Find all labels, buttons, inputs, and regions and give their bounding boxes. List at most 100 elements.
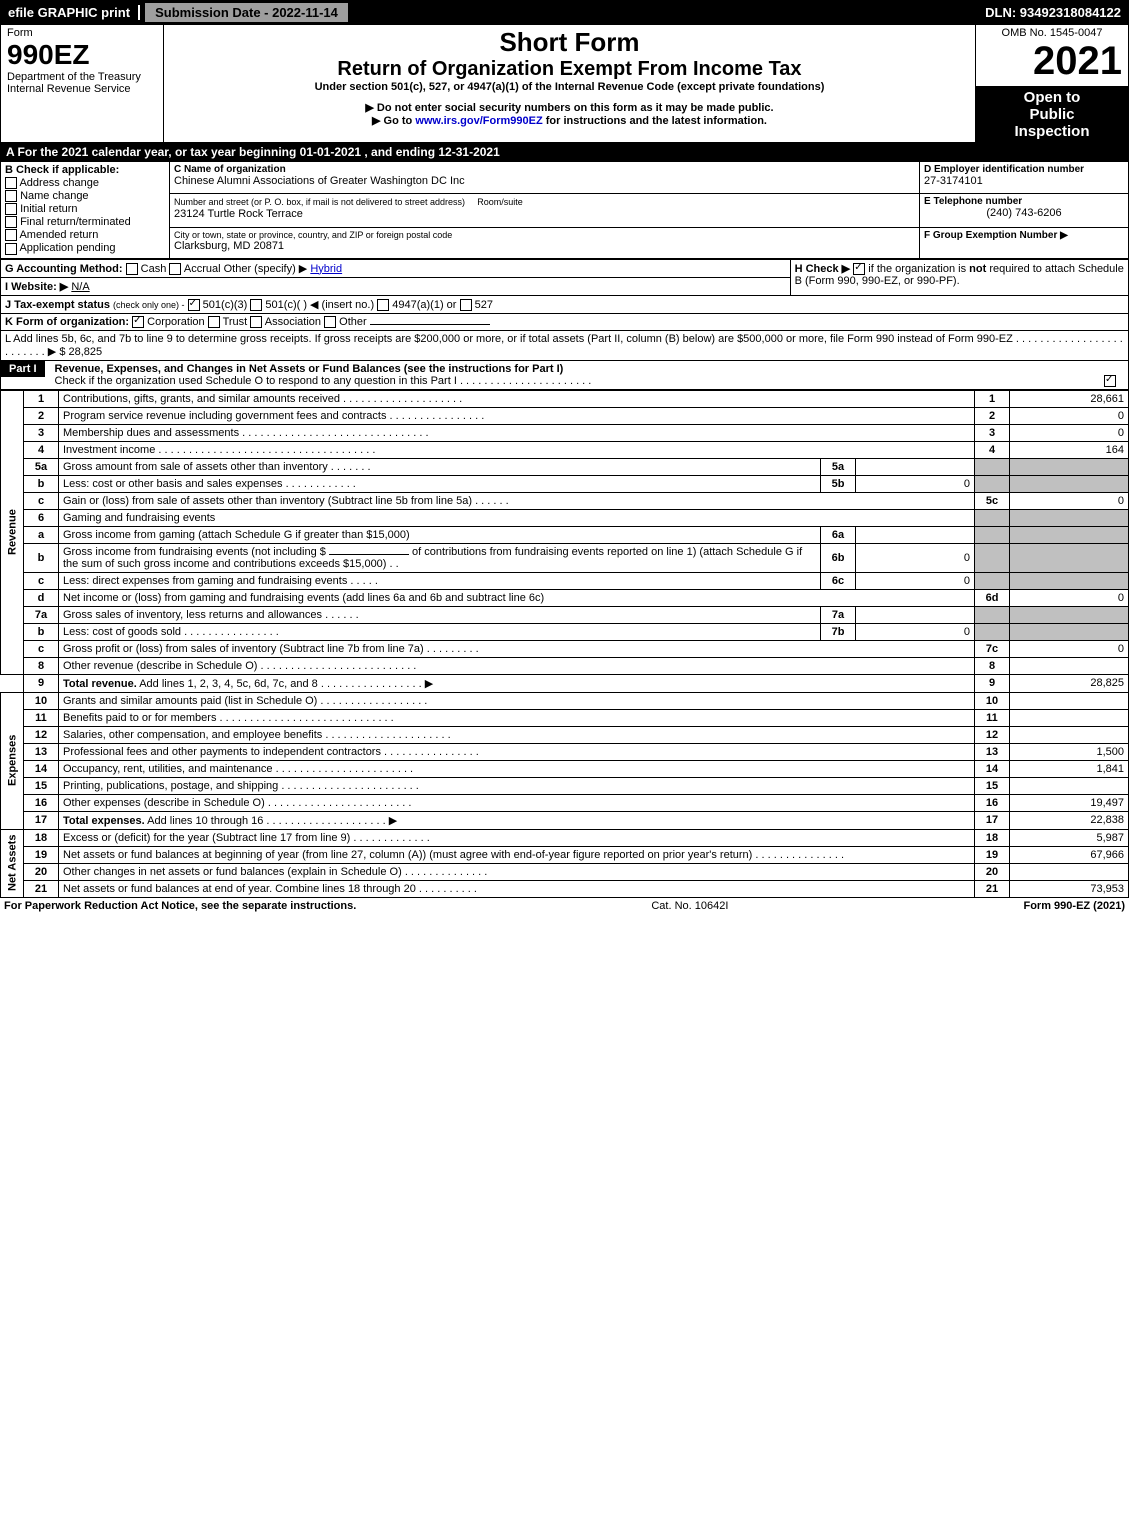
row-2-numcell: 2 bbox=[975, 407, 1010, 424]
row-11-num: 11 bbox=[24, 709, 59, 726]
shaded-cell bbox=[975, 509, 1010, 526]
chk-4947[interactable] bbox=[377, 299, 389, 311]
row-7a-desc: Gross sales of inventory, less returns a… bbox=[63, 609, 322, 621]
chk-schedule-o[interactable] bbox=[1104, 375, 1116, 387]
chk-assoc[interactable] bbox=[250, 316, 262, 328]
row-21-amt: 73,953 bbox=[1010, 880, 1129, 897]
row-15-desc: Printing, publications, postage, and shi… bbox=[63, 780, 278, 792]
row-7c-num: c bbox=[24, 640, 59, 657]
row-7c-desc: Gross profit or (loss) from sales of inv… bbox=[63, 643, 424, 655]
row-16-num: 16 bbox=[24, 794, 59, 811]
chk-other-org[interactable] bbox=[324, 316, 336, 328]
g-cash: Cash bbox=[141, 263, 167, 275]
row-8-desc: Other revenue (describe in Schedule O) bbox=[63, 660, 257, 672]
chk-initial-return[interactable]: Initial return bbox=[5, 203, 165, 215]
dots: . . . . . . . . . . . . . . . . . . . . … bbox=[257, 660, 416, 672]
row-5b-num: b bbox=[24, 475, 59, 492]
row-21-numcell: 21 bbox=[975, 880, 1010, 897]
f-label: F Group Exemption Number ▶ bbox=[924, 230, 1124, 241]
room-label: Room/suite bbox=[477, 197, 523, 207]
chk-501c3[interactable] bbox=[188, 299, 200, 311]
row-5a-num: 5a bbox=[24, 458, 59, 475]
street-label: Number and street (or P. O. box, if mail… bbox=[174, 197, 465, 207]
dots: . . bbox=[386, 558, 398, 570]
g-accrual: Accrual bbox=[184, 263, 221, 275]
g-other-val[interactable]: Hybrid bbox=[310, 263, 342, 275]
chk-accrual[interactable] bbox=[169, 263, 181, 275]
row-2-desc: Program service revenue including govern… bbox=[63, 410, 386, 422]
row-5c-desc: Gain or (loss) from sale of assets other… bbox=[63, 495, 472, 507]
d-label: D Employer identification number bbox=[924, 164, 1124, 175]
netassets-label: Net Assets bbox=[1, 829, 24, 897]
k-trust: Trust bbox=[223, 316, 248, 328]
row-4-numcell: 4 bbox=[975, 441, 1010, 458]
chk-app-pending[interactable]: Application pending bbox=[5, 242, 165, 254]
row-12-amt bbox=[1010, 726, 1129, 743]
row-7a-box: 7a bbox=[821, 606, 856, 623]
revenue-label: Revenue bbox=[1, 390, 24, 674]
chk-final-return[interactable]: Final return/terminated bbox=[5, 216, 165, 228]
open-line1: Open to bbox=[982, 89, 1122, 106]
row-4-num: 4 bbox=[24, 441, 59, 458]
dots: . . . . . . . . . . . . . . . . bbox=[386, 410, 484, 422]
l-val: 28,825 bbox=[69, 346, 103, 358]
dots: . . . . . . . . . . . . . . . . . . . . … bbox=[322, 729, 450, 741]
chk-address-change[interactable]: Address change bbox=[5, 177, 165, 189]
irs-link[interactable]: www.irs.gov/Form990EZ bbox=[415, 115, 542, 127]
short-form-title: Short Form bbox=[170, 27, 969, 58]
row-11-amt bbox=[1010, 709, 1129, 726]
k-corp: Corporation bbox=[147, 316, 204, 328]
row-21-desc: Net assets or fund balances at end of ye… bbox=[63, 883, 416, 895]
row-6d-desc: Net income or (loss) from gaming and fun… bbox=[63, 592, 544, 604]
row-1-amt: 28,661 bbox=[1010, 390, 1129, 407]
row-20-desc: Other changes in net assets or fund bala… bbox=[63, 866, 402, 878]
row-7c-numcell: 7c bbox=[975, 640, 1010, 657]
chk-trust[interactable] bbox=[208, 316, 220, 328]
chk-cash[interactable] bbox=[126, 263, 138, 275]
shaded-cell bbox=[1010, 623, 1129, 640]
row-5b-desc: Less: cost or other basis and sales expe… bbox=[63, 478, 283, 490]
chk-amended[interactable]: Amended return bbox=[5, 229, 165, 241]
return-title: Return of Organization Exempt From Incom… bbox=[170, 58, 969, 81]
j-sub: (check only one) - bbox=[113, 300, 185, 310]
part1-label: Part I bbox=[1, 361, 49, 377]
shaded-cell bbox=[1010, 475, 1129, 492]
dots: . . . . . . bbox=[322, 609, 359, 621]
chk-501c[interactable] bbox=[250, 299, 262, 311]
row-20-numcell: 20 bbox=[975, 863, 1010, 880]
row-16-desc: Other expenses (describe in Schedule O) bbox=[63, 797, 265, 809]
row-13-desc: Professional fees and other payments to … bbox=[63, 746, 381, 758]
entity-info: B Check if applicable: Address change Na… bbox=[0, 161, 1129, 259]
chk-corp[interactable] bbox=[132, 316, 144, 328]
row-5a-box: 5a bbox=[821, 458, 856, 475]
chk-527[interactable] bbox=[460, 299, 472, 311]
dept-treasury: Department of the Treasury bbox=[7, 71, 157, 83]
chk-h[interactable] bbox=[853, 263, 865, 275]
submission-date: Submission Date - 2022-11-14 bbox=[144, 2, 349, 23]
row-1-numcell: 1 bbox=[975, 390, 1010, 407]
row-6a-desc: Gross income from gaming (attach Schedul… bbox=[63, 529, 410, 541]
ein: 27-3174101 bbox=[924, 175, 1124, 187]
row-12-numcell: 12 bbox=[975, 726, 1010, 743]
row-17-desc-b: Total expenses. bbox=[63, 815, 145, 827]
g-other-label: Other (specify) ▶ bbox=[224, 263, 308, 275]
row-9-amt: 28,825 bbox=[1010, 674, 1129, 692]
row-3-desc: Membership dues and assessments bbox=[63, 427, 239, 439]
shaded-cell bbox=[975, 623, 1010, 640]
j-501c: 501(c)( ) ◀ (insert no.) bbox=[265, 299, 374, 311]
row-6b-num: b bbox=[24, 543, 59, 572]
chk-name-change[interactable]: Name change bbox=[5, 190, 165, 202]
line-k: K Form of organization: Corporation Trus… bbox=[0, 314, 1129, 331]
dots: . . . . . . . . . . . . . . . . . . . . … bbox=[278, 780, 419, 792]
shaded-cell bbox=[975, 458, 1010, 475]
street: 23124 Turtle Rock Terrace bbox=[174, 208, 915, 220]
goto-prefix: ▶ Go to bbox=[372, 115, 415, 127]
row-9-desc-b: Total revenue. bbox=[63, 678, 137, 690]
row-18-amt: 5,987 bbox=[1010, 829, 1129, 846]
footer: For Paperwork Reduction Act Notice, see … bbox=[0, 898, 1129, 914]
i-label: I Website: ▶ bbox=[5, 281, 68, 293]
dots: . . . . . . . . . . . . . bbox=[350, 832, 429, 844]
row-16-amt: 19,497 bbox=[1010, 794, 1129, 811]
row-15-numcell: 15 bbox=[975, 777, 1010, 794]
row-1-desc: Contributions, gifts, grants, and simila… bbox=[63, 393, 340, 405]
